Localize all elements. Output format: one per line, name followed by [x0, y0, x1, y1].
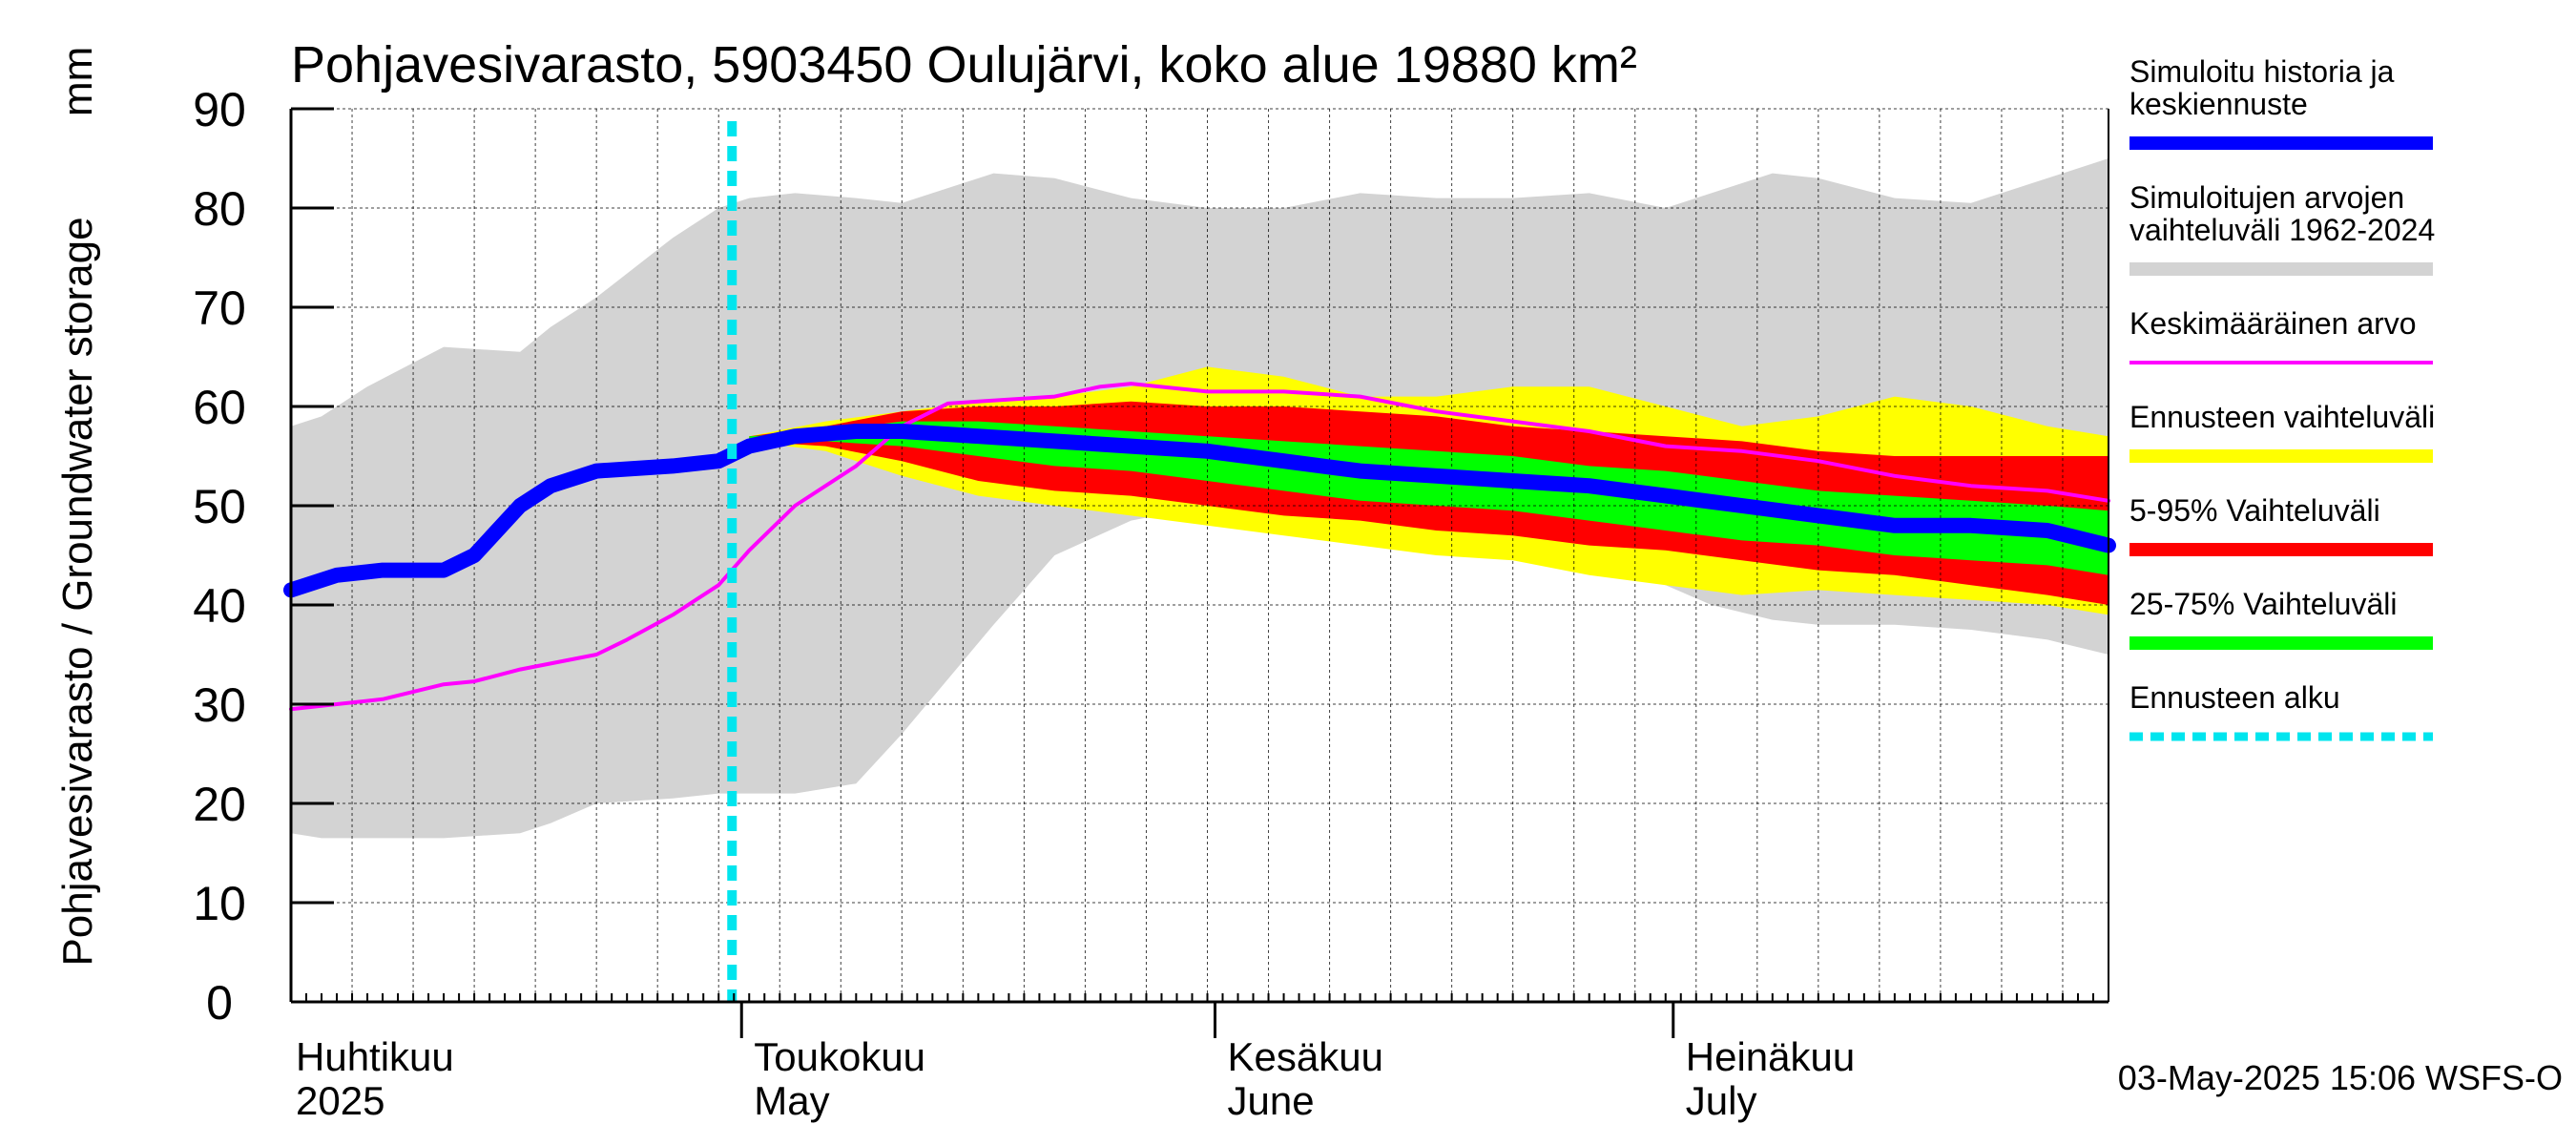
y-tick-label-30: 30 — [193, 678, 246, 732]
legend-label-ennusteen-alku: Ennusteen alku — [2129, 680, 2340, 715]
x-month-label-heinakuu: Heinäkuu — [1686, 1034, 1855, 1079]
x-month-sublabel-2025: 2025 — [296, 1078, 384, 1123]
x-month-label-huhtikuu: Huhtikuu — [296, 1034, 454, 1079]
y-tick-label-50: 50 — [193, 480, 246, 533]
y-tick-label-40: 40 — [193, 579, 246, 633]
legend-label-simuloitu-historia-ja: keskiennuste — [2129, 87, 2308, 121]
y-tick-label-10: 10 — [193, 877, 246, 930]
x-month-sublabel-june: June — [1228, 1078, 1315, 1123]
legend-label-simuloitujen-arvojen: Simuloitujen arvojen — [2129, 180, 2404, 215]
legend-label-simuloitu-historia-ja: Simuloitu historia ja — [2129, 54, 2395, 89]
band-25-75-vaihteluvali — [749, 421, 2109, 575]
y-tick-label-70: 70 — [193, 281, 246, 335]
x-month-label-toukokuu: Toukokuu — [754, 1034, 925, 1079]
x-month-sublabel-july: July — [1686, 1078, 1757, 1123]
y-tick-label-90: 90 — [193, 83, 246, 136]
x-month-sublabel-may: May — [754, 1078, 829, 1123]
legend-label-5-95-vaihteluvali: 5-95% Vaihteluväli — [2129, 493, 2380, 528]
y-tick-label-0: 0 — [206, 976, 233, 1030]
line-simuloitu-historia-ja-keskiennuste — [283, 424, 2116, 598]
bands-layer — [291, 158, 2109, 839]
y-tick-label-60: 60 — [193, 381, 246, 434]
y-axis-unit: mm — [54, 47, 101, 116]
line-keskimaarainen-arvo — [289, 382, 2110, 712]
lines-layer — [283, 121, 2116, 1002]
chart-title: Pohjavesivarasto, 5903450 Oulujärvi, kok… — [291, 36, 1637, 94]
y-tick-label-80: 80 — [193, 182, 246, 236]
y-tick-label-20: 20 — [193, 778, 246, 831]
legend-label-keskimaarainen-arvo: Keskimääräinen arvo — [2129, 306, 2417, 341]
grid-layer — [291, 108, 2109, 1002]
legend-label-simuloitujen-arvojen: vaihteluväli 1962-2024 — [2129, 213, 2435, 247]
legend-label-25-75-vaihteluvali: 25-75% Vaihteluväli — [2129, 587, 2397, 621]
legend-label-ennusteen-vaihteluvali: Ennusteen vaihteluväli — [2129, 400, 2435, 434]
y-axis-label: Pohjavesivarasto / Groundwater storage — [54, 217, 101, 966]
footer-timestamp: 03-May-2025 15:06 WSFS-O — [2118, 1058, 2563, 1097]
x-month-label-kesakuu: Kesäkuu — [1228, 1034, 1383, 1079]
